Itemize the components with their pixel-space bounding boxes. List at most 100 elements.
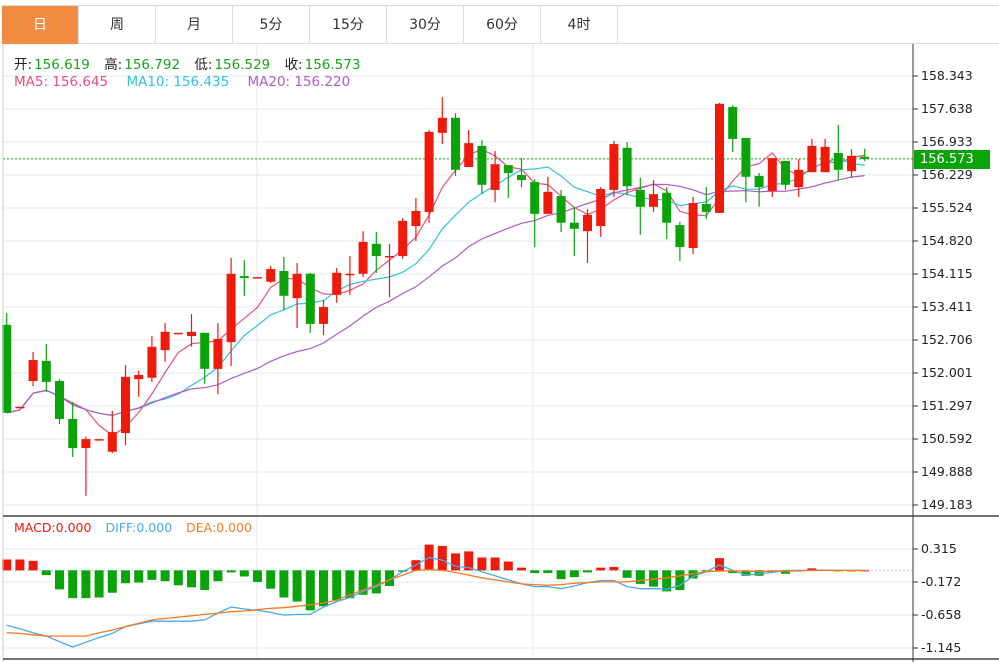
tab-week[interactable]: 周: [79, 6, 156, 44]
low-value: 156.529: [214, 57, 271, 73]
candle-up: [543, 191, 553, 214]
candle-down: [451, 117, 460, 170]
candle-up: [134, 374, 144, 380]
macd-bar: [213, 570, 223, 582]
candle-up: [213, 338, 223, 369]
candle-up: [81, 439, 91, 449]
macd-bar: [160, 570, 170, 582]
price-tick-label: 157.638: [921, 101, 973, 116]
price-tick-label: 149.183: [921, 497, 973, 512]
candle-down: [754, 175, 764, 188]
ma-info: MA5: 156.645 MA10: 156.435 MA20: 156.220: [14, 74, 352, 90]
macd-bar: [94, 570, 104, 598]
candle-up: [160, 331, 170, 351]
macd-bar: [701, 570, 711, 572]
open-label: 开:: [14, 57, 33, 73]
ma5-line: [6, 148, 865, 437]
macd-bar: [583, 570, 592, 573]
candle-down: [2, 324, 12, 413]
price-tick-label: 154.820: [921, 233, 973, 248]
candles: [2, 97, 870, 496]
candle-up: [187, 331, 196, 337]
candle-down: [635, 189, 645, 207]
dea-value: DEA:0.000: [186, 520, 253, 535]
macd-bar: [173, 570, 183, 586]
candle-up: [398, 220, 408, 256]
candle-down: [279, 270, 289, 296]
price-tick-label: 152.001: [921, 365, 973, 380]
tab-15min[interactable]: 15分: [310, 6, 387, 44]
grid: [3, 44, 913, 658]
candle-down: [662, 192, 672, 223]
price-tick-label: 149.888: [921, 464, 973, 479]
macd-bar: [556, 570, 566, 580]
macd-bar: [332, 570, 342, 601]
price-tick-label: 156.933: [921, 134, 973, 149]
macd-panel: [2, 544, 913, 648]
candle-up: [820, 146, 830, 173]
candle-up: [319, 307, 328, 324]
macd-bar: [28, 560, 38, 571]
ma20-value: MA20: 156.220: [247, 74, 351, 90]
macd-bar: [358, 570, 368, 595]
macd-tick-label: -0.172: [921, 574, 961, 589]
macd-bar: [81, 570, 91, 599]
candle-down: [530, 181, 540, 214]
macd-bar: [530, 570, 540, 574]
macd-tick-label: -0.658: [921, 607, 961, 622]
macd-bar: [503, 561, 513, 571]
ma20-line: [6, 175, 865, 417]
candle-up: [411, 211, 421, 227]
candle-up: [490, 164, 500, 190]
ohlc-info: 开: 156.619 高: 156.792 低: 156.529 收: 156.573: [14, 53, 370, 73]
price-tick-label: 151.297: [921, 398, 973, 413]
tab-month[interactable]: 月: [156, 6, 233, 44]
candle-down: [569, 222, 579, 229]
tab-60min[interactable]: 60分: [464, 6, 541, 44]
macd-bar: [292, 570, 302, 602]
macd-bar: [437, 545, 447, 571]
candle-up: [583, 214, 592, 232]
candle-down: [701, 203, 711, 212]
macd-bar: [781, 570, 790, 574]
macd-bar: [239, 570, 249, 577]
macd-bar: [635, 570, 645, 584]
candle-up: [464, 143, 474, 167]
high-value: 156.792: [124, 57, 181, 73]
macd-bar: [41, 570, 51, 576]
diff-value: DIFF:0.000: [105, 520, 173, 535]
candle-up: [107, 432, 117, 452]
candle-up: [332, 272, 342, 295]
macd-bar: [147, 570, 157, 580]
current-price-label: 156.573: [914, 150, 990, 169]
candle-down: [503, 165, 513, 174]
candle-down: [741, 137, 751, 177]
candle-up: [609, 144, 619, 190]
tab-4hour[interactable]: 4时: [541, 6, 618, 44]
macd-bar: [451, 553, 460, 571]
candle-down: [477, 145, 487, 185]
price-tick-label: 150.592: [921, 431, 973, 446]
candle-down: [728, 107, 738, 139]
price-tick-label: 154.115: [921, 266, 973, 281]
price-tick-label: 158.343: [921, 68, 973, 83]
macd-bar: [279, 570, 289, 598]
macd-value: MACD:0.000: [14, 520, 92, 535]
candle-down: [517, 174, 526, 181]
candle-up: [345, 273, 355, 276]
candle-up: [767, 158, 777, 191]
candle-up: [28, 359, 38, 382]
macd-bar: [754, 570, 764, 576]
tab-day[interactable]: 日: [2, 6, 79, 44]
candle-up: [173, 332, 183, 335]
candle-up: [147, 346, 157, 378]
candle-up: [385, 255, 394, 258]
candle-down: [556, 196, 566, 223]
macd-bar: [253, 570, 262, 582]
candle-down: [200, 332, 210, 369]
macd-bar: [490, 557, 500, 571]
tab-5min[interactable]: 5分: [233, 6, 310, 44]
macd-bar: [107, 570, 117, 593]
tab-30min[interactable]: 30分: [387, 6, 464, 44]
